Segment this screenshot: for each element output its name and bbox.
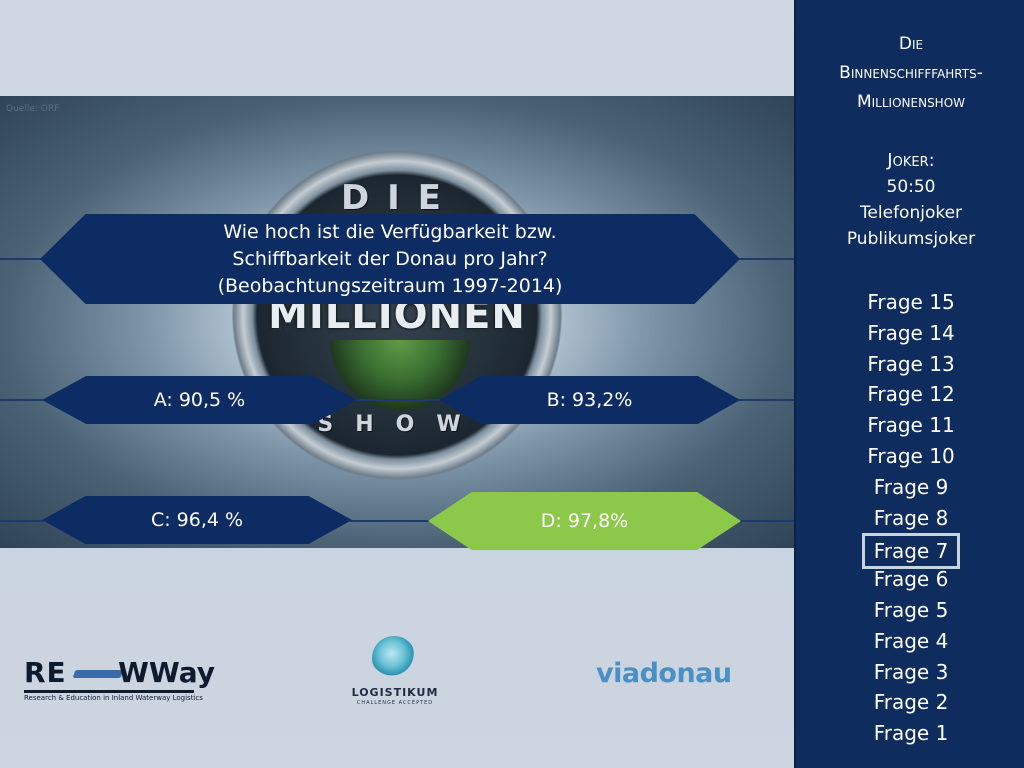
ladder-item: Frage 6 [796,564,1024,595]
question-line-2: Schiffbarkeit der Donau pro Jahr? [232,247,548,270]
reww-logo-tagline: Research & Education in Inland Waterway … [24,694,203,702]
show-title: Die Binnenschifffahrts- Millionenshow [796,30,1024,117]
source-caption: Quelle: ORF [6,104,60,114]
ladder-item: Frage 1 [796,718,1024,749]
ladder-label: Frage 12 [867,382,955,407]
ladder-item: Frage 9 [796,472,1024,503]
joker-publikum[interactable]: Publikumsjoker [846,229,976,249]
ladder-item: Frage 14 [796,318,1024,349]
logo-text-die: DIE [340,178,460,218]
answer-row1-line-left [0,399,44,401]
show-title-line-3: Millionenshow [856,92,966,112]
ladder-label: Frage 9 [873,474,949,499]
ladder-label: Frage 4 [873,628,949,653]
ladder-item: Frage 4 [796,626,1024,657]
ladder-item: Frage 11 [796,410,1024,441]
question-line-left [0,258,42,260]
answer-b-label: B: 93,2% [546,389,633,411]
ladder-label: Frage 8 [873,505,949,530]
answer-c-button[interactable]: C: 96,4 % [42,496,352,544]
millionenshow-logo [232,150,562,480]
reww-logo: RE WWay Research & Education in Inland W… [24,656,215,704]
reww-logo-underline [24,690,194,693]
ladder-label: Frage 10 [867,443,955,468]
logistikum-swirl-icon [372,636,416,680]
joker-fifty-fifty[interactable]: 50:50 [886,177,936,197]
logo-text-show: SHOW [317,412,483,437]
ladder-item: Frage 5 [796,595,1024,626]
joker-heading: Joker: [887,150,935,171]
answer-row2-line-right [738,520,794,522]
show-title-line-2: Binnenschifffahrts- [839,63,983,83]
ship-icon [72,670,124,678]
answer-a-label: A: 90,5 % [153,389,246,411]
sidebar-panel: Die Binnenschifffahrts- Millionenshow Jo… [794,0,1024,768]
ladder-item: Frage 3 [796,657,1024,688]
answer-a-button[interactable]: A: 90,5 % [42,376,357,424]
answer-row1-line-right [738,399,794,401]
question-ladder: Frage 15 Frage 14 Frage 13 Frage 12 Frag… [796,287,1024,749]
ladder-label: Frage 11 [867,413,955,438]
ladder-label: Frage 2 [873,690,949,715]
ladder-item: Frage 10 [796,441,1024,472]
question-line-3: (Beobachtungszeitraum 1997-2014) [217,274,563,297]
ladder-item-current: Frage 7 [796,533,1024,570]
ladder-label: Frage 3 [873,659,949,684]
answer-d-button[interactable]: D: 97,8% [428,492,741,550]
ladder-label: Frage 6 [873,567,949,592]
answer-b-button[interactable]: B: 93,2% [439,376,740,424]
reww-logo-right: WWay [118,656,216,689]
ladder-item: Frage 8 [796,503,1024,534]
ladder-item: Frage 2 [796,687,1024,718]
joker-list: Joker: 50:50 Telefonjoker Publikumsjoker [796,148,1024,252]
answer-row1-line-mid [355,399,441,401]
logistikum-name: LOGISTIKUM [351,686,439,699]
logistikum-logo: LOGISTIKUM CHALLENGE ACCEPTED [350,636,440,708]
slide-stage: DIE MILLIONEN SHOW Quelle: ORF Wie hoch … [0,0,794,768]
ladder-item: Frage 15 [796,287,1024,318]
question-line-1: Wie hoch ist die Verfügbarkeit bzw. [223,220,557,243]
ladder-label: Frage 14 [867,320,955,345]
answer-row2-line-left [0,520,44,522]
logistikum-tagline: CHALLENGE ACCEPTED [356,700,434,706]
question-panel: Wie hoch ist die Verfügbarkeit bzw. Schi… [40,214,740,304]
reww-logo-left: RE [24,656,67,689]
show-title-line-1: Die [898,34,924,54]
ladder-label: Frage 13 [867,351,955,376]
joker-telefon[interactable]: Telefonjoker [859,203,963,223]
current-question-highlight: Frage 7 [861,533,961,570]
ladder-item: Frage 13 [796,349,1024,380]
answer-c-label: C: 96,4 % [150,509,244,531]
ladder-label: Frage 5 [873,597,949,622]
ladder-item: Frage 12 [796,379,1024,410]
ladder-label: Frage 15 [867,290,955,314]
question-line-right [738,258,794,260]
answer-d-label: D: 97,8% [540,510,629,532]
viadonau-logo: viadonau [596,658,732,689]
answer-row2-line-mid [350,520,430,522]
ladder-label: Frage 1 [873,721,949,746]
